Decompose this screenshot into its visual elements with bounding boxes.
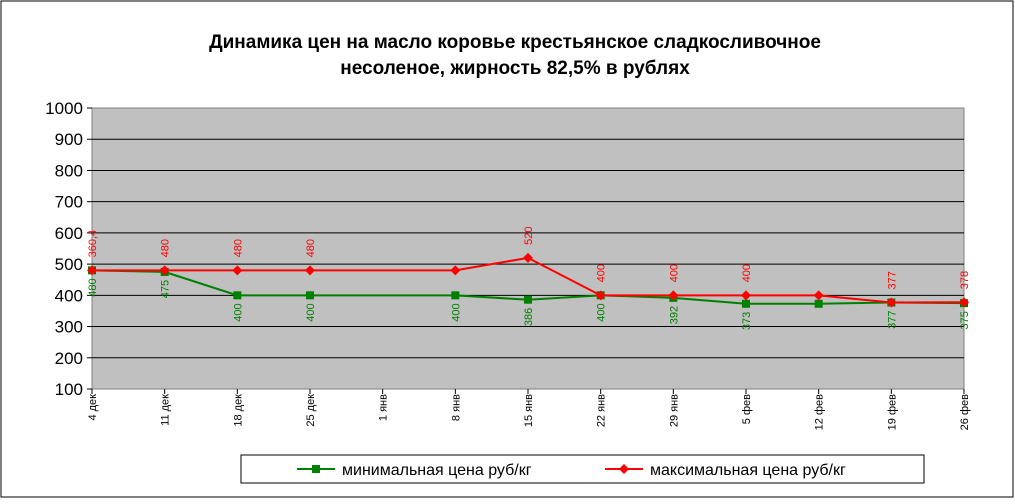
chart-title-line-1: Динамика цен на масло коровье крестьянск…: [209, 32, 821, 53]
data-label: 378: [959, 271, 971, 289]
x-tick-label: 5 фев: [741, 394, 753, 424]
x-axis-ticks: 4 дек 11 дек 18 дек 25 дек 1 янв 8 янв 15 янв 2…: [87, 389, 971, 430]
data-point: [886, 297, 897, 308]
data-label: 375: [959, 311, 971, 329]
data-label: 400: [450, 303, 462, 321]
data-label: 377: [886, 311, 898, 329]
y-tick-label: 700: [55, 193, 83, 212]
data-point: [595, 290, 606, 301]
data-point: [306, 291, 314, 300]
data-label: 480: [160, 239, 172, 257]
series-line: [92, 256, 965, 304]
data-label: 480: [305, 239, 317, 257]
data-point: [159, 265, 170, 276]
data-label: 400: [305, 303, 317, 321]
gridlines: [92, 138, 964, 359]
data-point: [959, 297, 969, 308]
legend-marker: [312, 465, 320, 473]
data-label: 400: [741, 264, 753, 282]
plot-area: [91, 107, 965, 390]
y-axis-ticks: 100 200 300 400 500 600 700 800 900 1000: [45, 99, 92, 399]
x-tick-label: 12 фев: [814, 394, 826, 430]
y-tick-label: 100: [55, 380, 83, 399]
data-label: 373: [741, 312, 753, 330]
data-label: 475: [160, 280, 172, 298]
x-tick-label: 29 янв: [668, 394, 680, 427]
legend-label: минимальная цена руб/кг: [342, 462, 532, 479]
x-tick-label: 11 дек: [160, 394, 172, 426]
data-label: 480: [87, 278, 99, 296]
legend-label: максимальная цена руб/кг: [650, 462, 846, 479]
data-label: 480: [232, 239, 244, 257]
y-tick-label: 400: [55, 286, 83, 305]
data-label: 520: [523, 227, 535, 245]
data-label: 392: [668, 306, 680, 324]
x-tick-label: 19 фев: [886, 394, 898, 430]
x-tick-label: 22 янв: [596, 394, 608, 427]
data-labels: 480 475 400 400 400 386 400 392 373 377 375 360,4 48…: [87, 227, 971, 331]
data-point: [742, 299, 750, 308]
x-tick-label: 25 дек: [305, 394, 317, 427]
y-tick-label: 300: [55, 318, 83, 337]
y-tick-label: 800: [55, 161, 83, 180]
data-point: [524, 295, 532, 304]
y-tick-label: 900: [55, 130, 83, 149]
series-layer: [87, 252, 969, 308]
data-point: [451, 291, 460, 300]
data-point: [814, 299, 823, 308]
data-label: 400: [596, 303, 608, 321]
y-tick-label: 1000: [45, 99, 83, 118]
data-label: 377: [886, 271, 898, 289]
data-point: [233, 291, 242, 300]
chart-title-line-2: несоленое, жирность 82,5% в рублях: [340, 58, 690, 79]
data-point: [305, 265, 315, 276]
data-label: 360,4: [87, 230, 99, 258]
legend-marker: [619, 464, 629, 474]
data-label: 400: [668, 264, 680, 282]
y-tick-label: 500: [55, 255, 83, 274]
x-tick-label: 18 дек: [232, 394, 244, 427]
x-tick-label: 4 дек: [87, 394, 99, 421]
data-label: 400: [232, 303, 244, 321]
data-label: 386: [523, 308, 535, 326]
data-point: [523, 252, 533, 263]
x-tick-label: 26 фев: [959, 394, 971, 430]
data-point: [813, 290, 824, 301]
legend: минимальная цена руб/кг максимальная цена…: [240, 454, 925, 484]
data-point: [450, 265, 461, 276]
y-tick-label: 200: [55, 349, 83, 368]
data-label: 400: [596, 264, 608, 282]
x-tick-label: 15 янв: [523, 394, 535, 427]
legend-box: [240, 454, 925, 484]
y-tick-label: 600: [55, 224, 83, 243]
data-point: [741, 290, 751, 301]
series-line: [91, 269, 965, 305]
x-tick-label: 8 янв: [450, 394, 462, 421]
x-tick-label: 1 янв: [378, 394, 390, 421]
data-point: [87, 265, 97, 276]
data-point: [668, 290, 679, 301]
data-point: [232, 265, 243, 276]
